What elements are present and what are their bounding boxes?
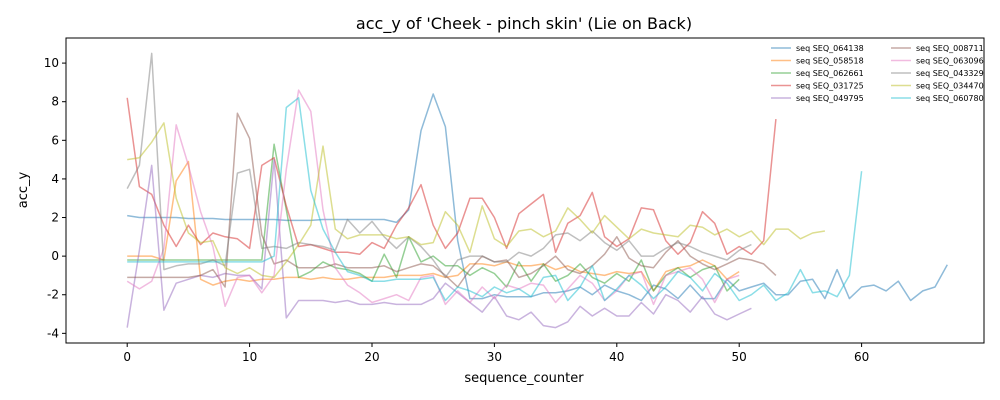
x-axis-ticks: 0 10 20 30 40 50 60 xyxy=(123,343,869,364)
legend-label-7: seq SEQ_043329 xyxy=(916,69,984,78)
x-tick-label-0: 0 xyxy=(123,350,131,364)
series-line-9 xyxy=(127,97,863,302)
series-line-5 xyxy=(127,112,777,288)
x-tick-label-4: 40 xyxy=(609,350,624,364)
y-axis-label: acc_y xyxy=(16,171,31,208)
legend-label-6: seq SEQ_063096 xyxy=(916,57,984,66)
legend-label-1: seq SEQ_058518 xyxy=(796,57,864,66)
legend-label-3: seq SEQ_031725 xyxy=(796,82,864,91)
x-tick-label-2: 20 xyxy=(364,350,379,364)
plot-frame xyxy=(65,37,985,344)
legend-label-9: seq SEQ_060780 xyxy=(916,94,984,103)
legend-label-4: seq SEQ_049795 xyxy=(796,94,864,103)
x-tick-label-3: 30 xyxy=(487,350,502,364)
y-tick-label-5: 6 xyxy=(51,133,59,147)
y-tick-label-1: -2 xyxy=(47,288,59,302)
series-line-7 xyxy=(126,52,752,279)
y-tick-label-6: 8 xyxy=(51,95,59,109)
series-line-6 xyxy=(126,89,740,308)
legend-label-8: seq SEQ_034470 xyxy=(916,82,984,91)
legend-label-0: seq SEQ_064138 xyxy=(796,44,864,53)
series-line-4 xyxy=(126,158,752,329)
series-line-3 xyxy=(126,97,777,255)
x-axis-label: sequence_counter xyxy=(464,371,584,386)
y-tick-label-0: -4 xyxy=(47,326,59,340)
series-line-8 xyxy=(127,122,826,279)
y-tick-label-4: 4 xyxy=(51,172,59,186)
x-tick-label-5: 50 xyxy=(732,350,747,364)
y-tick-label-3: 2 xyxy=(51,211,59,225)
legend-label-2: seq SEQ_062661 xyxy=(796,69,864,78)
x-tick-label-6: 60 xyxy=(854,350,869,364)
plot-series xyxy=(126,52,948,329)
y-tick-label-7: 10 xyxy=(44,56,59,70)
x-tick-label-1: 10 xyxy=(242,350,257,364)
y-axis-ticks: -4 -2 0 2 4 6 8 10 xyxy=(44,56,66,340)
legend-label-5: seq SEQ_008711 xyxy=(916,44,984,53)
series-line-2 xyxy=(127,143,740,292)
series-line-0 xyxy=(127,93,948,302)
y-tick-label-2: 0 xyxy=(51,249,59,263)
chart-title: acc_y of 'Cheek - pinch skin' (Lie on Ba… xyxy=(356,14,692,34)
